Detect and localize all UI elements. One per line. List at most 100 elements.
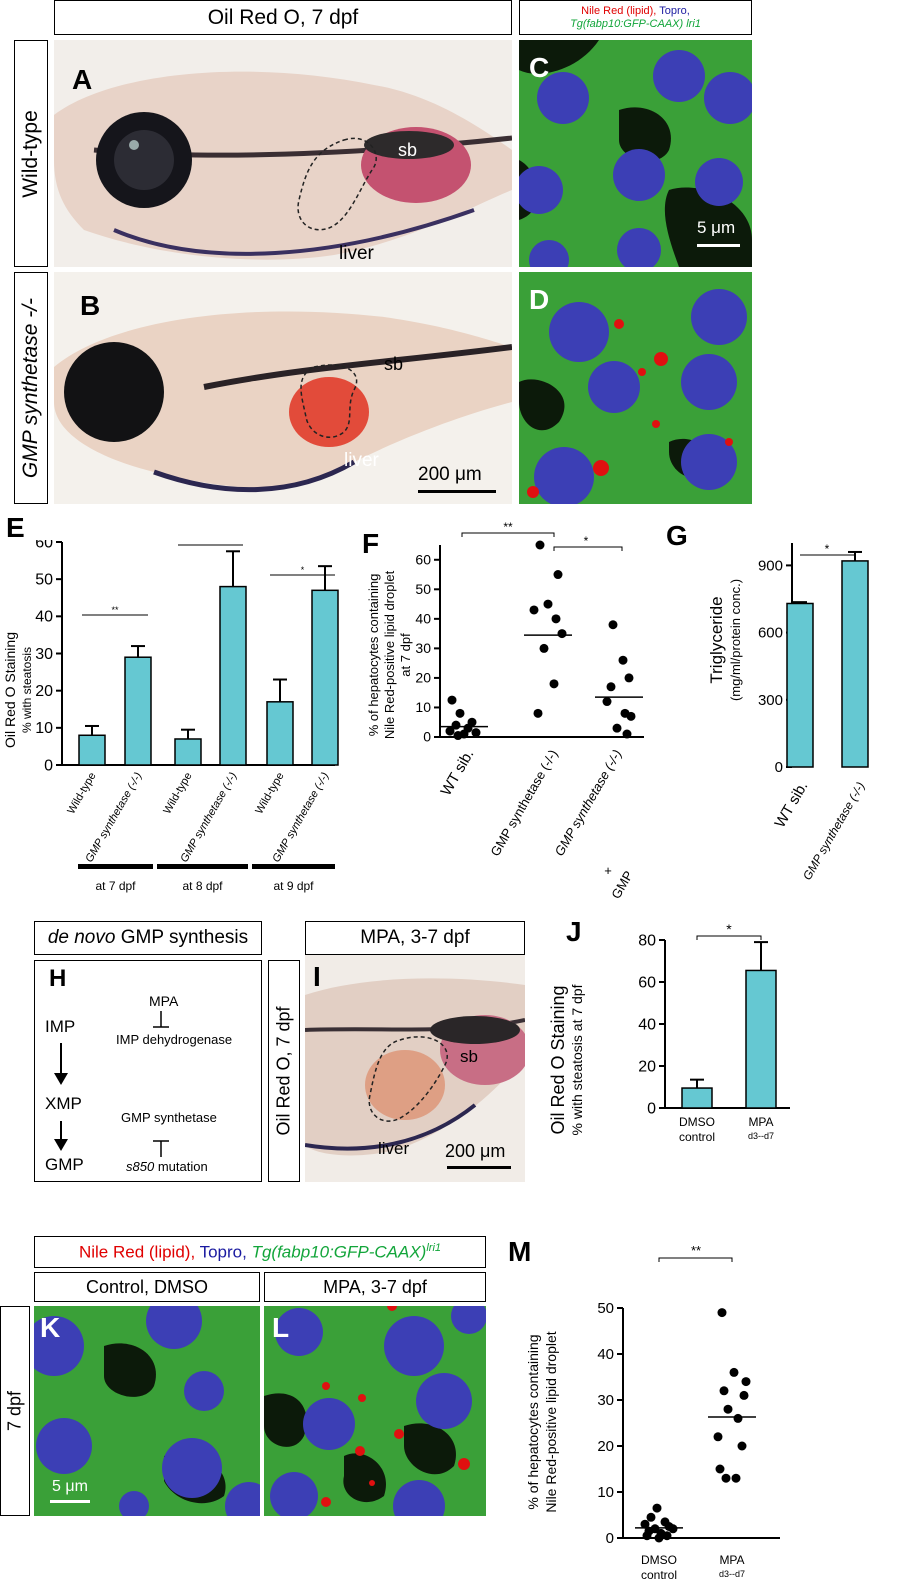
panel-m-cat1-l2: control: [641, 1568, 677, 1582]
panel-f-category-label: GMP synthetase (-/-): [487, 747, 560, 859]
panel-g-bar: [786, 602, 814, 768]
label-liver-i: liver: [378, 1139, 410, 1158]
panel-m-chart: % of hepatocytes containing Nile Red-pos…: [525, 1243, 780, 1582]
fish-photo-mutant: B sb liver 200 μm: [54, 272, 512, 504]
label-mpa: MPA: [149, 993, 179, 1009]
scale-label-c: 5 μm: [697, 218, 736, 237]
panel-kl-title-green: Tg(fabp10:GFP-CAAX): [246, 1242, 427, 1262]
panel-f-point: [471, 728, 481, 738]
panel-i-title: MPA, 3-7 dpf: [360, 927, 470, 948]
panel-e-category-label: Wild-type: [65, 771, 98, 817]
fish-photo-wildtype: A sb liver: [54, 40, 512, 267]
confocal-title-sup: lri1: [686, 17, 701, 30]
panel-f-point: [602, 697, 612, 707]
panel-g-y-tick-label: 0: [775, 759, 783, 776]
panel-j-y-tick-label: 40: [638, 1016, 656, 1033]
panel-f-sig-mark: **: [503, 520, 513, 534]
panel-f-point: [535, 540, 545, 550]
label-mutation-italic: s850: [126, 1159, 155, 1174]
panel-f-point: [539, 643, 549, 653]
panel-e-y-tick-label: 60: [35, 540, 53, 551]
inhibit-mpa: [153, 1011, 169, 1028]
panel-j-ylabel-sub: % with steatosis at 7 dpf: [569, 984, 585, 1135]
panel-e-bar: [266, 701, 294, 766]
panel-g-chart: Triglyceride (mg/ml/protein conc.) 0 300 6…: [707, 542, 869, 883]
panel-f-point: [553, 570, 563, 580]
confocal-illustration-k: [34, 1306, 260, 1516]
panel-e-bar: [124, 656, 152, 766]
panel-kl-title-sup: lri1: [426, 1241, 442, 1254]
panel-m-y-tick-label: 20: [597, 1438, 614, 1455]
panel-l-title: MPA, 3-7 dpf: [323, 1276, 427, 1297]
panel-m-y-tick-label: 0: [606, 1530, 614, 1547]
panel-f-point: [624, 673, 634, 683]
panel-e-y-tick-label: 30: [35, 646, 53, 663]
panel-kl-side-box: 7 dpf: [0, 1306, 30, 1516]
panel-j-bar: [745, 969, 777, 1109]
panel-m-point: [652, 1503, 662, 1513]
panel-m-point: [646, 1512, 656, 1522]
panel-j-y-tick-label: 60: [638, 974, 656, 991]
panel-kl-title-blue: Topro,: [195, 1242, 247, 1262]
label-gmp: GMP: [45, 1155, 84, 1174]
panel-f-ylabel-l1: % of hepatocytes containing: [366, 574, 381, 737]
panel-e-bar: [174, 738, 202, 766]
arrow-xmp-to-gmp: [54, 1121, 68, 1151]
panel-letter-m: M: [508, 1236, 532, 1267]
panel-f-point: [447, 695, 457, 705]
panel-m-point: [729, 1367, 739, 1377]
panel-f-y-tick-label: 60: [415, 551, 431, 567]
panel-e-bar: [78, 734, 106, 766]
panel-m-point: [723, 1404, 733, 1414]
panel-j-cat2-l2: d3--d7: [748, 1131, 774, 1141]
panel-g-ylabel-sub: (mg/ml/protein conc.): [728, 579, 743, 701]
panel-e-sig-mark: *: [301, 565, 305, 575]
panel-h-title-italic: de novo: [47, 927, 116, 948]
panel-k-title-box: Control, DMSO: [34, 1272, 260, 1302]
confocal-photo-mpa: L: [264, 1306, 486, 1516]
label-imp-dehydrogenase: IMP dehydrogenase: [116, 1032, 233, 1047]
panel-f-gmp: GMP: [608, 868, 636, 901]
label-sb-i: sb: [460, 1047, 478, 1066]
panel-f-point: [543, 599, 553, 609]
confocal-title-red: Nile Red (lipid),: [581, 4, 657, 17]
panel-f-y-tick-label: 10: [415, 699, 431, 715]
panel-f-category-label: WT sib.: [437, 747, 477, 799]
scale-label-b: 200 μm: [418, 464, 482, 485]
confocal-title-green: Tg(fabp10:GFP-CAAX): [570, 17, 684, 30]
panel-e-group-bar: [252, 864, 335, 869]
panel-e-sig-mark: **: [111, 605, 119, 615]
panel-m-ylabel-l2: Nile Red-positive lipid droplet: [543, 1331, 559, 1512]
panel-f-point: [533, 708, 543, 718]
panel-letter-h: H: [49, 965, 67, 992]
panel-letter-j: J: [566, 916, 582, 947]
panel-e-category-label: Wild-type: [253, 771, 286, 817]
label-gmp-synthetase: GMP synthetase: [121, 1110, 217, 1125]
panel-j-y-tick-label: 80: [638, 932, 656, 949]
label-sb-a: sb: [398, 140, 418, 160]
row-label-wildtype: Wild-type: [19, 109, 42, 198]
panel-letter-b: B: [80, 290, 101, 321]
panel-m-point: [668, 1524, 678, 1534]
panel-f-y-tick-label: 20: [415, 670, 431, 686]
panel-f-point: [445, 726, 455, 736]
panel-j-bar: [681, 1087, 713, 1109]
panel-m-point: [715, 1464, 725, 1474]
panel-g-y-tick-label: 300: [758, 692, 783, 709]
panel-e-ylabel-sub: % with steatosis: [20, 647, 34, 733]
row-label-wildtype-box: Wild-type: [14, 40, 48, 267]
label-liver-a: liver: [339, 243, 374, 264]
fish-illustration-mutant: [54, 311, 512, 493]
panel-m-point: [719, 1386, 729, 1396]
panel-i-side-label: Oil Red O, 7 dpf: [273, 1006, 294, 1136]
panel-f-category-label: GMP synthetase (-/-): [552, 747, 625, 859]
fish-illustration-wildtype: [54, 71, 512, 260]
panel-e-bar: [311, 589, 339, 766]
panel-l-title-box: MPA, 3-7 dpf: [264, 1272, 486, 1302]
panel-m-cat1-l1: DMSO: [641, 1553, 677, 1567]
fish-illustration-mpa: [305, 978, 525, 1156]
panel-letter-e: E: [6, 512, 25, 543]
panel-j-cat1-l1: DMSO: [679, 1115, 715, 1129]
scale-bar-i: [447, 1166, 511, 1169]
panel-i-title-box: MPA, 3-7 dpf: [305, 921, 525, 955]
